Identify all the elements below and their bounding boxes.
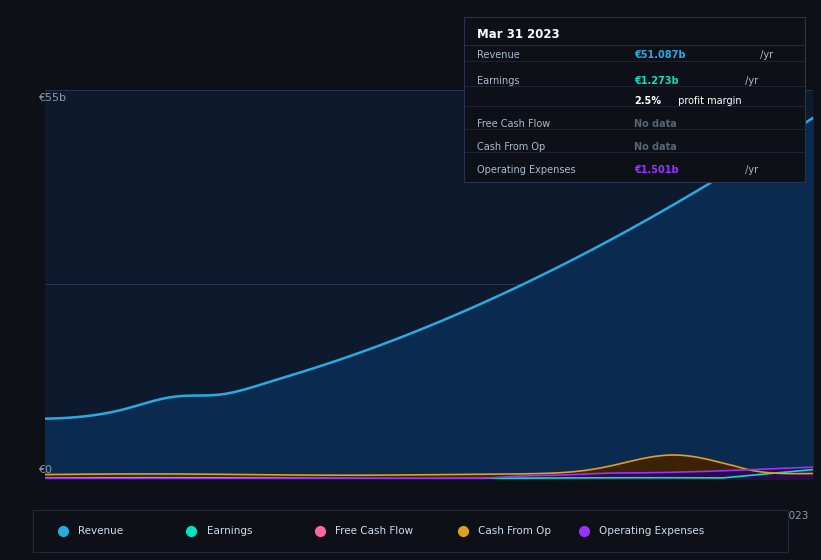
Text: 2018: 2018 bbox=[442, 511, 468, 521]
Text: 2017: 2017 bbox=[373, 511, 400, 521]
Text: 2020: 2020 bbox=[578, 511, 604, 521]
Text: Cash From Op: Cash From Op bbox=[478, 142, 546, 152]
Text: Free Cash Flow: Free Cash Flow bbox=[478, 119, 551, 129]
Text: /yr: /yr bbox=[741, 166, 758, 175]
Text: 2019: 2019 bbox=[510, 511, 536, 521]
Text: No data: No data bbox=[635, 119, 677, 129]
Text: /yr: /yr bbox=[741, 76, 758, 86]
Text: Operating Expenses: Operating Expenses bbox=[478, 166, 576, 175]
Text: €51.087b: €51.087b bbox=[635, 50, 686, 60]
Text: €1.273b: €1.273b bbox=[635, 76, 679, 86]
Text: €0: €0 bbox=[39, 465, 53, 475]
Text: 2014: 2014 bbox=[168, 511, 195, 521]
Text: Revenue: Revenue bbox=[78, 526, 123, 535]
Text: 2023: 2023 bbox=[782, 511, 809, 521]
Text: profit margin: profit margin bbox=[675, 96, 741, 106]
Text: Earnings: Earnings bbox=[207, 526, 252, 535]
Text: Mar 31 2023: Mar 31 2023 bbox=[478, 29, 560, 41]
Text: €1.501b: €1.501b bbox=[635, 166, 679, 175]
Text: 2015: 2015 bbox=[236, 511, 263, 521]
Text: 2021: 2021 bbox=[646, 511, 672, 521]
Text: Free Cash Flow: Free Cash Flow bbox=[335, 526, 413, 535]
Text: €55b: €55b bbox=[39, 93, 67, 103]
Text: No data: No data bbox=[635, 142, 677, 152]
Text: 2016: 2016 bbox=[305, 511, 332, 521]
Text: 2022: 2022 bbox=[714, 511, 741, 521]
Text: /yr: /yr bbox=[757, 50, 773, 60]
Text: Operating Expenses: Operating Expenses bbox=[599, 526, 704, 535]
Text: Cash From Op: Cash From Op bbox=[479, 526, 552, 535]
Text: Revenue: Revenue bbox=[478, 50, 521, 60]
Text: 2.5%: 2.5% bbox=[635, 96, 661, 106]
Text: Earnings: Earnings bbox=[478, 76, 520, 86]
Text: 2013: 2013 bbox=[100, 511, 126, 521]
